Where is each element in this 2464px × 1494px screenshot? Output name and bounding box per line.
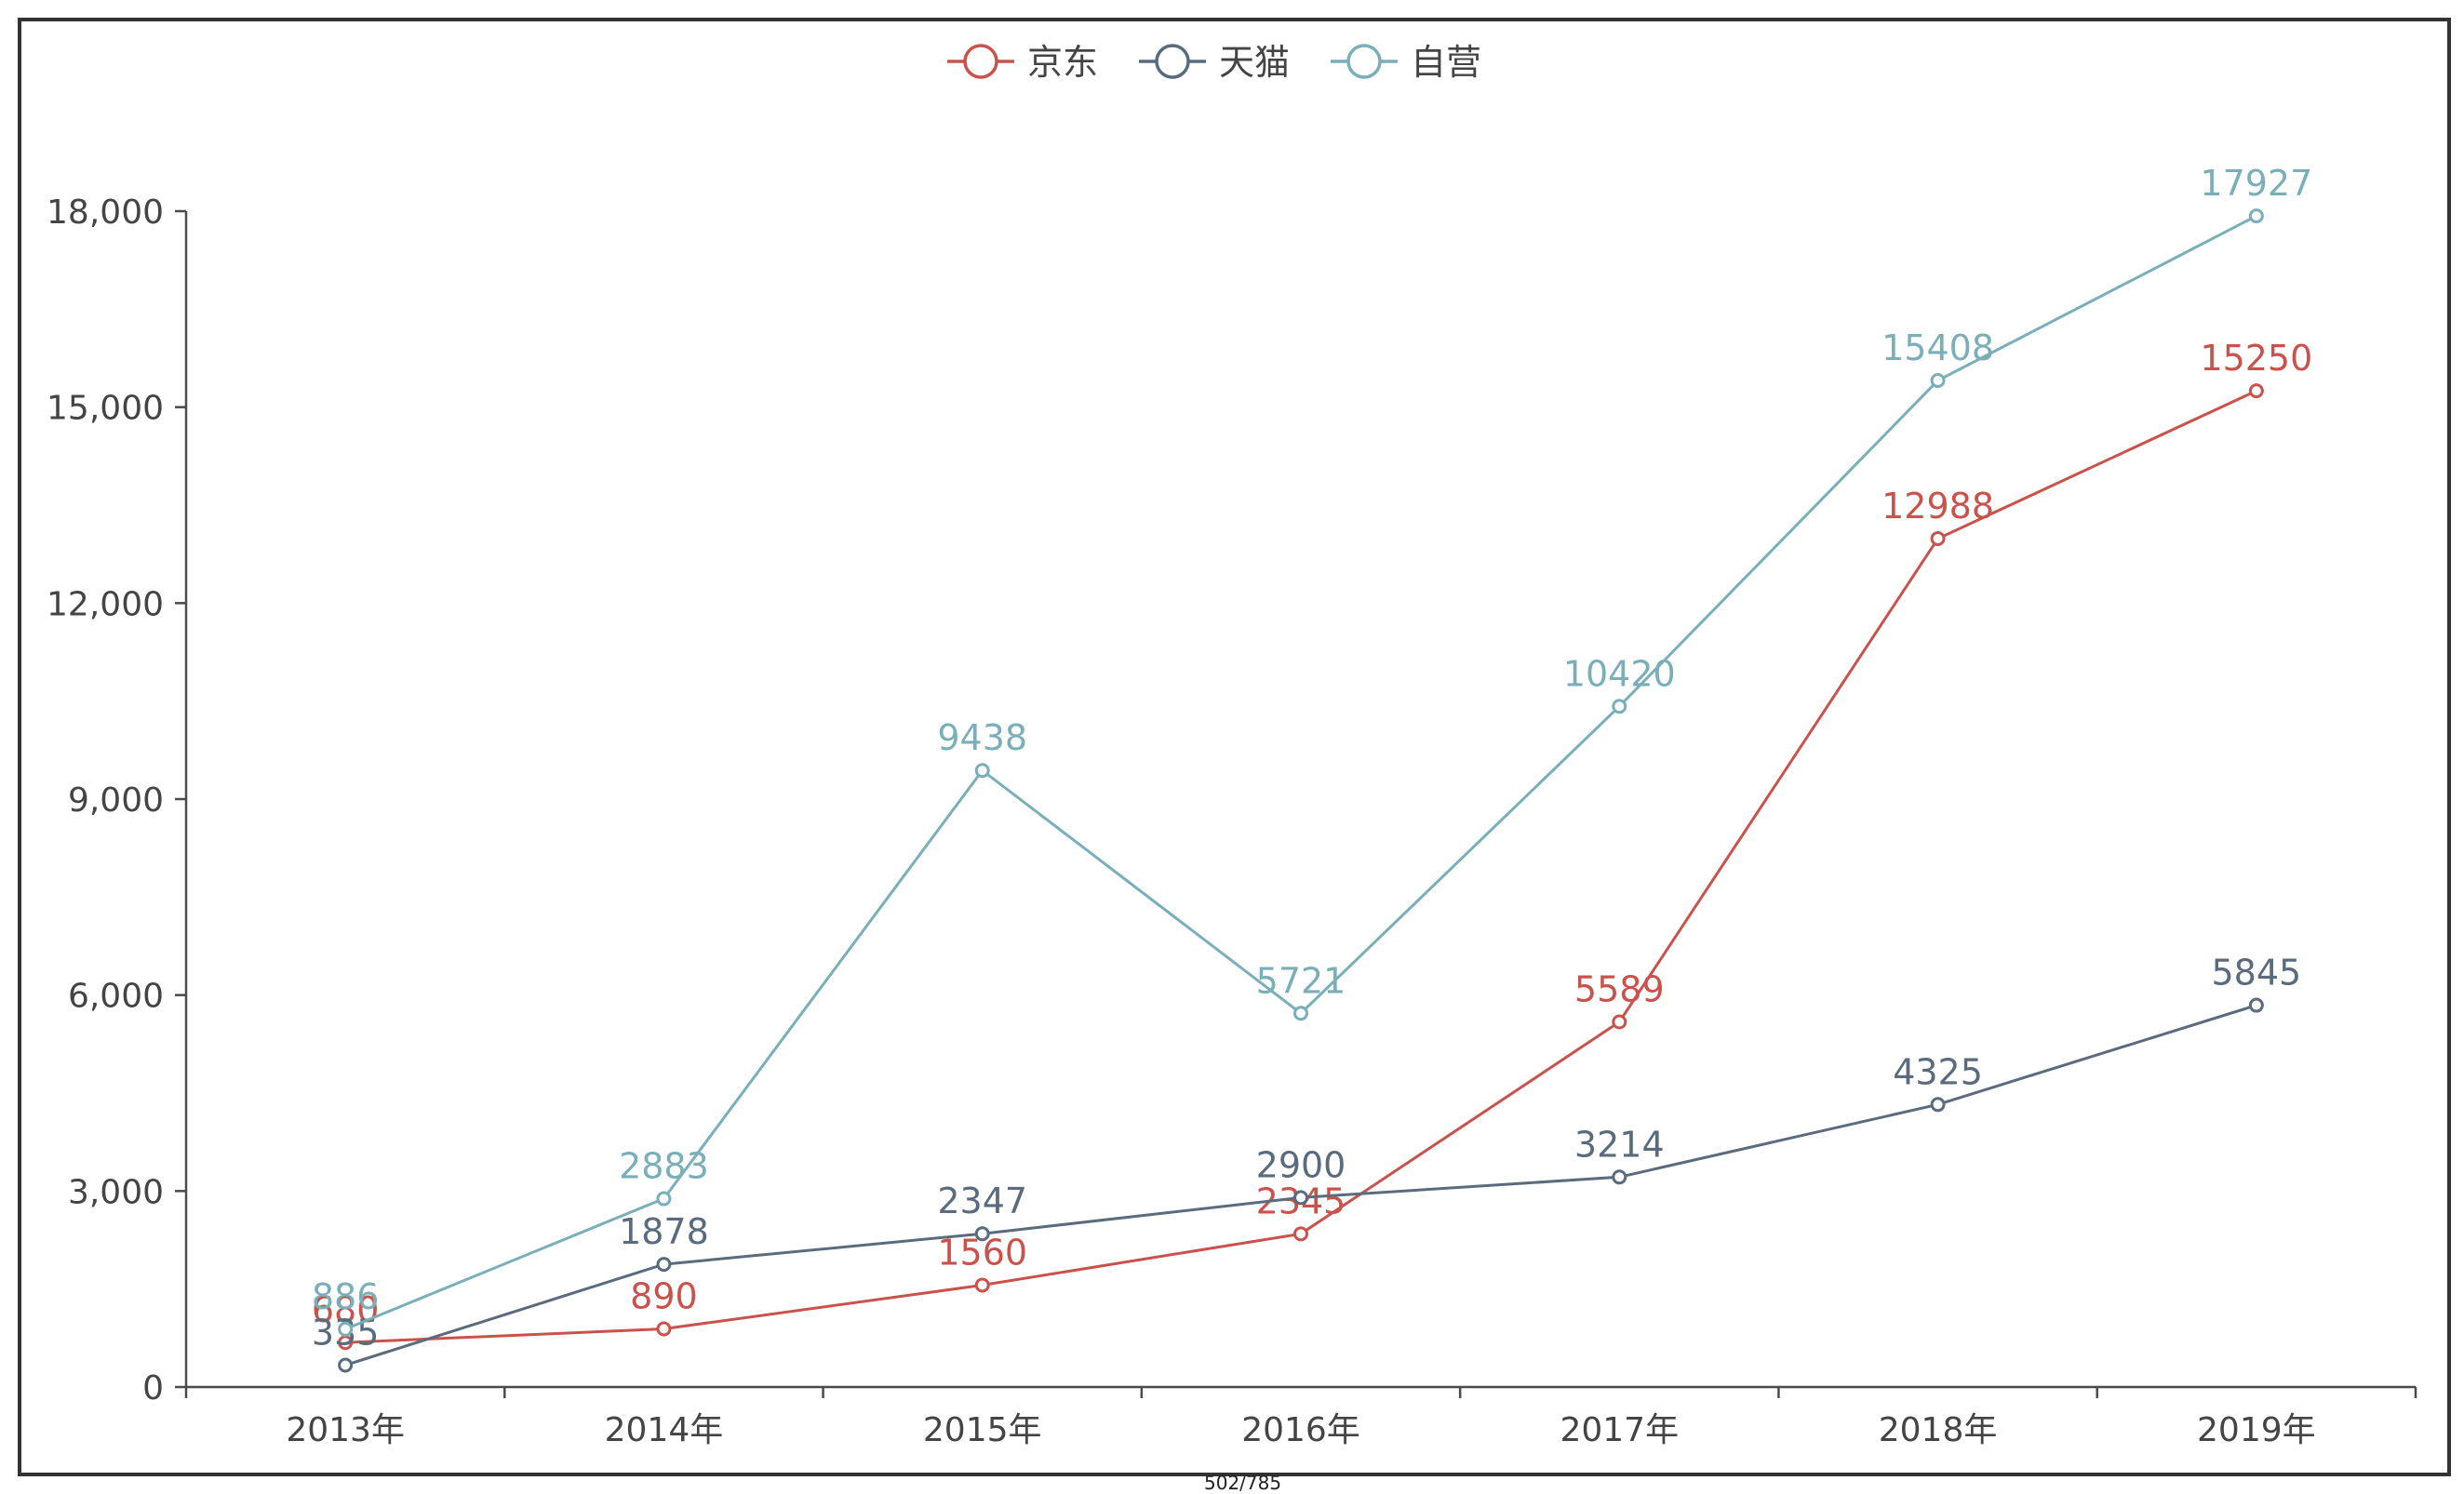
- y-tick-label: 18,000: [47, 193, 164, 232]
- data-point: [974, 763, 990, 779]
- data-label: 10420: [1563, 653, 1676, 694]
- data-label: 5721: [1256, 960, 1346, 1001]
- data-label: 890: [630, 1276, 698, 1317]
- data-label: 2347: [937, 1181, 1027, 1221]
- legend-item: 京东: [947, 42, 1098, 83]
- data-point: [656, 1257, 672, 1273]
- data-point: [2248, 997, 2264, 1013]
- data-point: [1930, 1097, 1946, 1113]
- data-point: [974, 1226, 990, 1242]
- legend-circle-icon: [1346, 44, 1382, 79]
- data-label: 5845: [2211, 953, 2301, 994]
- data-label: 886: [312, 1276, 380, 1317]
- x-axis: 2013年 2014年 2015年 2016年 2017年 2018年 2019年: [184, 1385, 2417, 1449]
- data-point: [2248, 208, 2264, 224]
- data-point: [1293, 1006, 1308, 1021]
- data-label: 15408: [1881, 327, 1994, 368]
- legend: 京东 天猫 自营: [947, 42, 1481, 83]
- page-number: 502/785: [1204, 1472, 1282, 1494]
- y-tick-label: 3,000: [68, 1173, 164, 1211]
- data-label: 2883: [619, 1146, 709, 1187]
- data-label: 5589: [1574, 969, 1665, 1010]
- y-axis: 0 3,000 6,000 9,000 12,000 15,000 18,000: [47, 193, 188, 1407]
- x-tick-label: 2015年: [923, 1411, 1042, 1449]
- data-point: [1930, 530, 1946, 546]
- x-tick-label: 2019年: [2197, 1411, 2316, 1449]
- legend-label: 京东: [1027, 42, 1098, 83]
- y-tick-label: 0: [142, 1369, 164, 1407]
- data-point: [2248, 383, 2264, 399]
- data-point: [338, 1357, 354, 1373]
- series-3: 886 2883 9438 5721 10420 15408 17927: [312, 163, 2312, 1337]
- data-point: [1612, 1014, 1627, 1030]
- data-label: 12988: [1881, 486, 1994, 527]
- legend-circle-icon: [963, 44, 998, 79]
- legend-circle-icon: [1155, 44, 1190, 79]
- data-point: [656, 1321, 672, 1337]
- data-label: 1878: [619, 1211, 709, 1252]
- x-tick-label: 2014年: [605, 1411, 724, 1449]
- legend-label: 天猫: [1219, 42, 1290, 83]
- y-tick-label: 6,000: [68, 978, 164, 1016]
- data-point: [1293, 1190, 1308, 1206]
- y-tick-label: 12,000: [47, 585, 164, 623]
- data-point: [1612, 699, 1627, 714]
- data-label: 2900: [1256, 1144, 1346, 1185]
- y-tick-label: 15,000: [47, 390, 164, 428]
- chart-frame: [18, 18, 2451, 1476]
- x-tick-label: 2018年: [1879, 1411, 1998, 1449]
- legend-item: 自营: [1331, 42, 1481, 83]
- data-point: [974, 1277, 990, 1293]
- x-tick-label: 2013年: [286, 1411, 405, 1449]
- data-point: [1293, 1226, 1308, 1242]
- data-label: 15250: [2200, 338, 2312, 379]
- x-tick-label: 2017年: [1560, 1411, 1679, 1449]
- data-label: 9438: [937, 717, 1027, 758]
- data-point: [1612, 1169, 1627, 1185]
- data-point: [338, 1321, 354, 1337]
- data-point: [656, 1191, 672, 1207]
- x-tick-label: 2016年: [1241, 1411, 1360, 1449]
- data-label: 4325: [1893, 1051, 1983, 1092]
- data-label: 3214: [1574, 1124, 1665, 1165]
- data-point: [1930, 373, 1946, 389]
- series-2: 335187823472900321443255845: [312, 953, 2301, 1373]
- legend-label: 自营: [1411, 42, 1481, 83]
- data-label: 17927: [2200, 163, 2312, 204]
- legend-item: 天猫: [1139, 42, 1290, 83]
- y-tick-label: 9,000: [68, 781, 164, 820]
